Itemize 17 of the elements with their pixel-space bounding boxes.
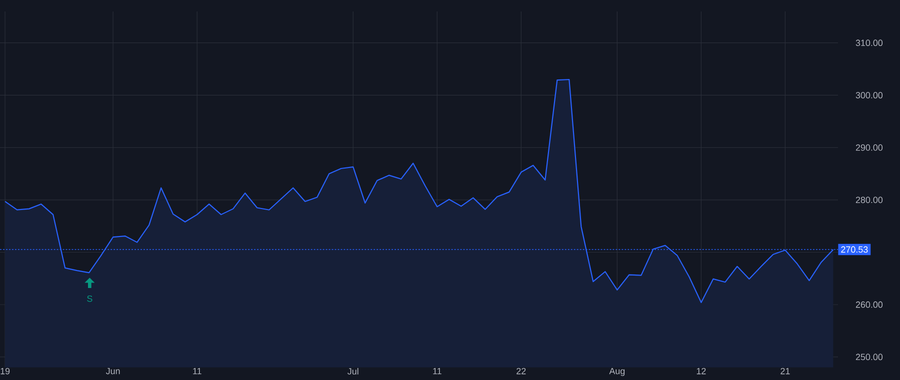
ref-line-label: 270.53 — [841, 246, 868, 253]
x-tick-label: 21 — [780, 368, 790, 374]
annotation: S — [87, 295, 92, 302]
x-tick-label: 12 — [696, 368, 706, 374]
x-tick-label: 19 — [0, 368, 10, 374]
y-tick-label: 300.00 — [856, 92, 883, 98]
y-tick-label: 250.00 — [856, 354, 883, 360]
x-tick-label: Jul — [348, 368, 358, 375]
y-tick-label: 290.00 — [856, 144, 883, 151]
y-tick-label: 310.00 — [856, 40, 883, 46]
x-tick-label: Aug — [609, 368, 625, 376]
y-tick-label: 260.00 — [856, 301, 883, 308]
x-tick-label: 11 — [193, 368, 202, 374]
x-tick-label: 22 — [516, 368, 526, 374]
x-tick-label: Jun — [106, 368, 120, 374]
y-tick-label: 280.00 — [856, 196, 883, 204]
x-tick-label: 11 — [433, 368, 442, 374]
